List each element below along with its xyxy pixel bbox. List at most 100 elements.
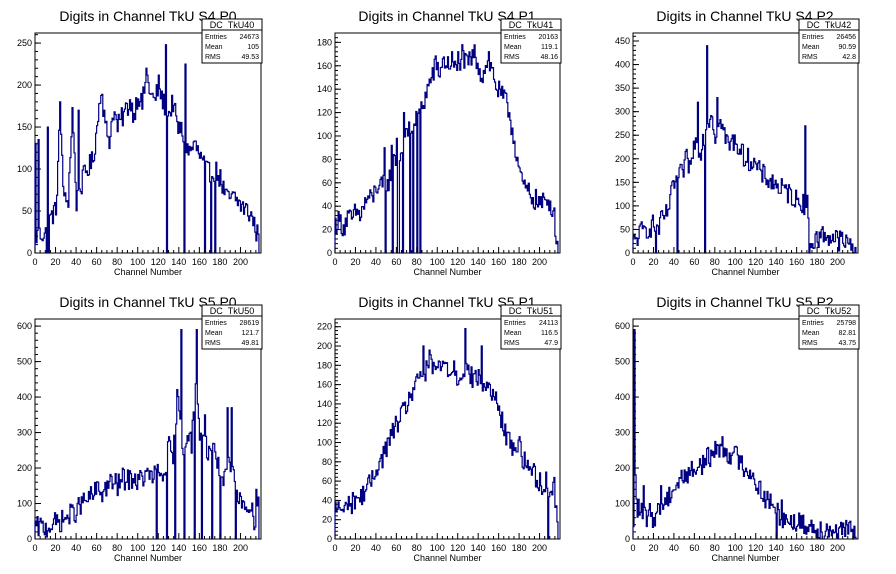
x-tick-label: 140 bbox=[171, 543, 186, 553]
stats-mean-label: Mean bbox=[802, 44, 820, 51]
y-tick-label: 250 bbox=[17, 38, 32, 48]
stats-rms-value: 49.81 bbox=[241, 340, 259, 347]
stats-mean-label: Mean bbox=[205, 44, 223, 51]
x-tick-label: 80 bbox=[412, 543, 422, 553]
stats-mean-value: 105 bbox=[247, 44, 259, 51]
stats-box bbox=[201, 304, 263, 350]
y-tick-label: 100 bbox=[615, 499, 630, 509]
stats-name: DC_TkU40 bbox=[210, 20, 255, 30]
x-tick-label: 160 bbox=[789, 257, 804, 267]
x-tick-label: 200 bbox=[233, 543, 248, 553]
y-zero-label: 0 bbox=[27, 534, 32, 544]
y-tick-label: 150 bbox=[615, 177, 630, 187]
x-tick-label: 100 bbox=[728, 257, 743, 267]
x-tick-label: 20 bbox=[648, 257, 658, 267]
y-tick-label: 100 bbox=[615, 201, 630, 211]
chart-title: Digits in Channel TkU S5 P0 bbox=[59, 294, 236, 310]
x-tick-label: 80 bbox=[112, 257, 122, 267]
y-tick-label: 200 bbox=[317, 341, 332, 351]
x-tick-label: 80 bbox=[710, 543, 720, 553]
stats-rms-value: 48.16 bbox=[540, 54, 558, 61]
panel-tku-s4-p2: Digits in Channel TkU S4 P2 0 20 40 60 80 100 1… bbox=[615, 8, 860, 277]
y-tick-label: 180 bbox=[317, 37, 332, 47]
y-tick-label: 160 bbox=[317, 380, 332, 390]
x-tick-label: 140 bbox=[769, 543, 784, 553]
panel-tku-s4-p1: Digits in Channel TkU S4 P1 0 20 40 60 80 100 1… bbox=[317, 8, 562, 277]
stats-rms-label: RMS bbox=[205, 340, 221, 347]
stats-entries-value: 25798 bbox=[837, 320, 857, 327]
histogram-series bbox=[334, 328, 559, 540]
stats-rms-value: 43.75 bbox=[838, 340, 856, 347]
x-tick-label: 100 bbox=[130, 257, 145, 267]
x-tick-label: 180 bbox=[810, 257, 825, 267]
stats-entries-label: Entries bbox=[205, 34, 227, 41]
y-zero-label: 0 bbox=[327, 248, 332, 258]
y-tick-label: 40 bbox=[322, 495, 332, 505]
y-zero-label: 0 bbox=[625, 248, 630, 258]
y-tick-label: 80 bbox=[322, 154, 332, 164]
x-tick-label: 100 bbox=[130, 543, 145, 553]
x-axis-label: Channel Number bbox=[413, 267, 481, 277]
y-tick-label: 120 bbox=[317, 418, 332, 428]
stats-mean-value: 90.59 bbox=[838, 44, 856, 51]
x-tick-label: 120 bbox=[748, 543, 763, 553]
y-tick-label: 50 bbox=[22, 206, 32, 216]
stats-box bbox=[798, 304, 860, 350]
y-tick-label: 60 bbox=[322, 178, 332, 188]
y-tick-label: 100 bbox=[317, 131, 332, 141]
stats-mean-label: Mean bbox=[802, 330, 820, 337]
stats-name: DC_TkU50 bbox=[210, 306, 255, 316]
x-tick-label: 200 bbox=[830, 257, 845, 267]
stats-rms-label: RMS bbox=[802, 54, 818, 61]
y-tick-label: 300 bbox=[17, 428, 32, 438]
x-tick-label: 100 bbox=[728, 543, 743, 553]
x-tick-label: 120 bbox=[450, 543, 465, 553]
plot-frame bbox=[632, 32, 859, 254]
chart-title: Digits in Channel TkU S4 P0 bbox=[59, 8, 236, 24]
x-tick-label: 20 bbox=[51, 543, 61, 553]
x-tick-label: 0 bbox=[332, 543, 337, 553]
histogram-series bbox=[632, 45, 857, 254]
x-tick-label: 0 bbox=[630, 257, 635, 267]
x-tick-label: 180 bbox=[512, 257, 527, 267]
x-tick-label: 160 bbox=[491, 543, 506, 553]
x-tick-label: 180 bbox=[212, 543, 227, 553]
stats-mean-value: 119.1 bbox=[541, 44, 558, 51]
histogram-series bbox=[632, 329, 857, 540]
x-tick-label: 60 bbox=[689, 543, 699, 553]
y-tick-label: 400 bbox=[615, 60, 630, 70]
y-tick-label: 500 bbox=[17, 357, 32, 367]
y-zero-label: 0 bbox=[327, 534, 332, 544]
stats-box bbox=[500, 304, 562, 350]
panel-tku-s5-p1: Digits in Channel TkU S5 P1 0 20 40 60 80 100 1… bbox=[317, 294, 562, 563]
stats-entries-label: Entries bbox=[802, 320, 824, 327]
x-tick-label: 0 bbox=[32, 257, 37, 267]
y-tick-label: 100 bbox=[17, 499, 32, 509]
stats-entries-value: 24673 bbox=[240, 34, 260, 41]
stats-entries-value: 24113 bbox=[539, 320, 558, 327]
y-tick-label: 300 bbox=[615, 107, 630, 117]
x-tick-label: 40 bbox=[71, 257, 81, 267]
y-tick-label: 200 bbox=[17, 80, 32, 90]
x-tick-label: 80 bbox=[412, 257, 422, 267]
x-tick-label: 20 bbox=[51, 257, 61, 267]
x-tick-label: 200 bbox=[532, 543, 547, 553]
stats-name: DC_TkU51 bbox=[509, 306, 554, 316]
x-tick-label: 140 bbox=[471, 257, 486, 267]
chart-title: Digits in Channel TkU S4 P1 bbox=[358, 8, 535, 24]
y-tick-label: 250 bbox=[615, 130, 630, 140]
x-tick-label: 100 bbox=[430, 543, 445, 553]
stats-box bbox=[798, 18, 860, 64]
x-tick-label: 160 bbox=[789, 543, 804, 553]
stats-rms-label: RMS bbox=[205, 54, 221, 61]
y-tick-label: 350 bbox=[615, 83, 630, 93]
y-tick-label: 150 bbox=[17, 122, 32, 132]
y-tick-label: 100 bbox=[317, 438, 332, 448]
x-axis-label: Channel Number bbox=[413, 553, 481, 563]
stats-box bbox=[201, 18, 263, 64]
stats-entries-label: Entries bbox=[504, 34, 526, 41]
x-tick-label: 120 bbox=[151, 257, 166, 267]
stats-entries-value: 28619 bbox=[240, 320, 260, 327]
stats-entries-label: Entries bbox=[205, 320, 227, 327]
x-tick-label: 120 bbox=[450, 257, 465, 267]
